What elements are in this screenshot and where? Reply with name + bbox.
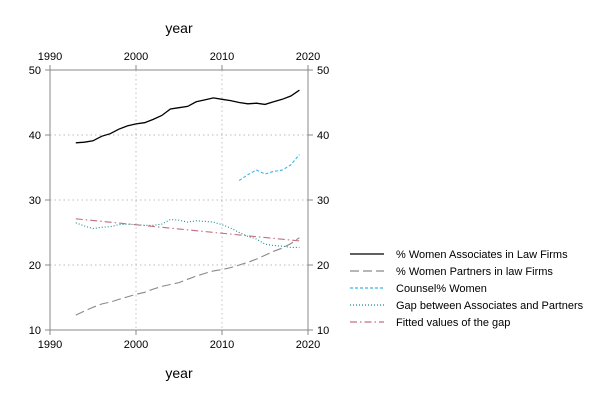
series-line-3 — [75, 218, 300, 248]
y-tick-label-right-4: 50 — [317, 65, 329, 77]
plot-area-frame — [49, 69, 309, 331]
y-tick-label-right-0: 10 — [317, 325, 329, 337]
y-tick-label-right-2: 30 — [317, 195, 329, 207]
y-tick-label-left-4: 50 — [29, 65, 41, 77]
y-tick-label-left-0: 10 — [29, 325, 41, 337]
legend-label-0: % Women Associates in Law Firms — [396, 249, 568, 261]
legend-label-4: Fitted values of the gap — [396, 317, 510, 329]
legend-label-1: % Women Partners in law Firms — [396, 266, 553, 278]
x-tick-label-bottom-3: 2020 — [296, 339, 320, 351]
x-axis-title-bottom: year — [165, 365, 193, 381]
y-tick-label-right-3: 40 — [317, 130, 329, 142]
x-tick-label-top-1: 2000 — [124, 51, 148, 63]
grid — [50, 70, 308, 330]
series-line-1 — [75, 237, 300, 316]
x-axis-title-top: year — [165, 20, 193, 36]
y-tick-label-right-1: 20 — [317, 260, 329, 272]
x-tick-label-top-3: 2020 — [296, 51, 320, 63]
y-tick-label-left-3: 40 — [29, 130, 41, 142]
series-line-0 — [75, 89, 300, 144]
y-tick-label-left-2: 30 — [29, 195, 41, 207]
x-tick-label-bottom-0: 1990 — [38, 339, 62, 351]
x-tick-label-bottom-1: 2000 — [124, 339, 148, 351]
series-line-4 — [75, 218, 300, 242]
x-tick-label-bottom-2: 2010 — [210, 339, 234, 351]
series-group — [75, 89, 300, 316]
series-line-2 — [238, 154, 300, 181]
y-tick-label-left-1: 20 — [29, 260, 41, 272]
legend-label-3: Gap between Associates and Partners — [396, 300, 584, 312]
legend-label-2: Counsel% Women — [396, 283, 487, 295]
x-tick-label-top-2: 2010 — [210, 51, 234, 63]
legend: % Women Associates in Law Firms % Women P… — [350, 249, 584, 329]
x-tick-label-top-0: 1990 — [38, 51, 62, 63]
